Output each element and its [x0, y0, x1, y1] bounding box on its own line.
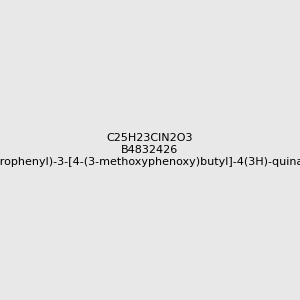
Text: C25H23ClN2O3
B4832426
2-(4-chlorophenyl)-3-[4-(3-methoxyphenoxy)butyl]-4(3H)-qui: C25H23ClN2O3 B4832426 2-(4-chlorophenyl)…: [0, 134, 300, 166]
